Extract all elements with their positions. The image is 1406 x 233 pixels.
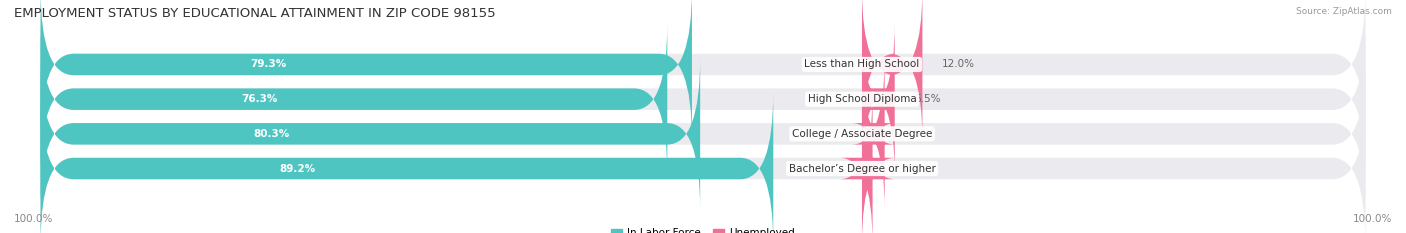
FancyBboxPatch shape — [41, 58, 700, 210]
Text: 100.0%: 100.0% — [14, 214, 53, 224]
Text: 2.1%: 2.1% — [893, 164, 920, 174]
Text: 4.5%: 4.5% — [904, 129, 931, 139]
Text: Source: ZipAtlas.com: Source: ZipAtlas.com — [1296, 7, 1392, 16]
Text: High School Diploma: High School Diploma — [807, 94, 917, 104]
Legend: In Labor Force, Unemployed: In Labor Force, Unemployed — [607, 224, 799, 233]
Text: 100.0%: 100.0% — [1353, 214, 1392, 224]
Text: Less than High School: Less than High School — [804, 59, 920, 69]
Text: 89.2%: 89.2% — [278, 164, 315, 174]
Text: 79.3%: 79.3% — [250, 59, 287, 69]
FancyBboxPatch shape — [41, 58, 1365, 210]
Text: EMPLOYMENT STATUS BY EDUCATIONAL ATTAINMENT IN ZIP CODE 98155: EMPLOYMENT STATUS BY EDUCATIONAL ATTAINM… — [14, 7, 496, 20]
Text: Bachelor’s Degree or higher: Bachelor’s Degree or higher — [789, 164, 935, 174]
FancyBboxPatch shape — [852, 58, 896, 210]
FancyBboxPatch shape — [862, 0, 922, 140]
FancyBboxPatch shape — [41, 93, 773, 233]
Text: College / Associate Degree: College / Associate Degree — [792, 129, 932, 139]
Text: 76.3%: 76.3% — [242, 94, 278, 104]
Text: 80.3%: 80.3% — [253, 129, 290, 139]
FancyBboxPatch shape — [41, 23, 668, 175]
FancyBboxPatch shape — [41, 23, 1365, 175]
FancyBboxPatch shape — [41, 0, 692, 140]
Text: 12.0%: 12.0% — [942, 59, 976, 69]
FancyBboxPatch shape — [839, 93, 896, 233]
Text: 6.5%: 6.5% — [914, 94, 941, 104]
FancyBboxPatch shape — [41, 0, 1365, 140]
FancyBboxPatch shape — [41, 93, 1365, 233]
FancyBboxPatch shape — [862, 23, 896, 175]
